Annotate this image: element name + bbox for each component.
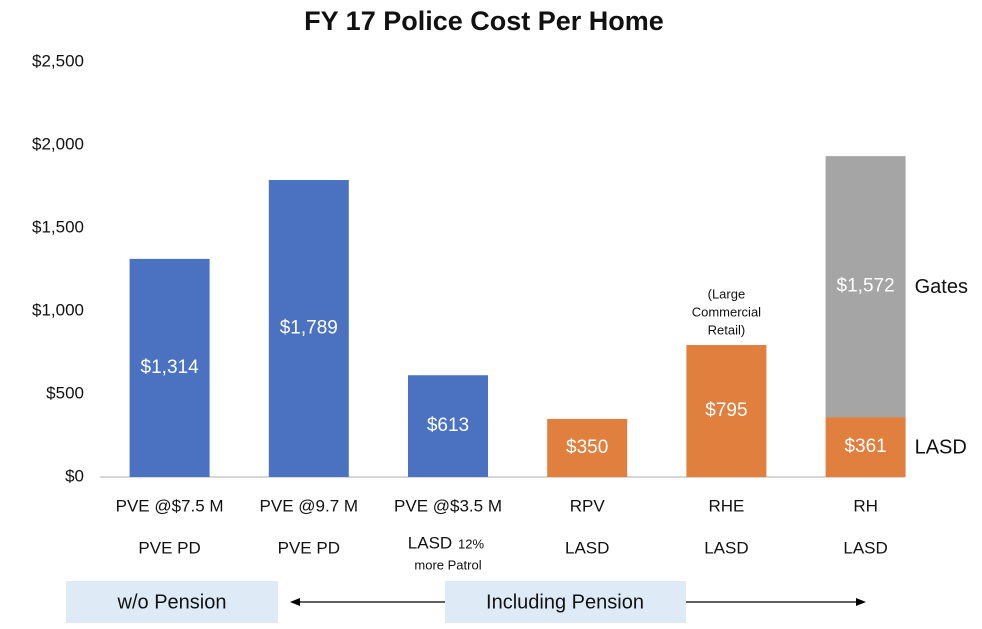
x-sublabel: PVE PD <box>278 538 340 557</box>
x-tick-label: RH <box>853 496 878 515</box>
x-sublabel-note: 12% <box>458 536 484 551</box>
x-tick-label: RPV <box>570 496 606 515</box>
y-tick-label: $0 <box>65 466 84 485</box>
y-tick-label: $2,500 <box>32 51 84 70</box>
x-tick-label: PVE @$7.5 M <box>116 496 224 515</box>
bar <box>825 417 906 477</box>
footer-label: w/o Pension <box>117 591 227 613</box>
series-label: Gates <box>915 276 968 298</box>
bar <box>408 375 488 477</box>
x-sublabel: LASD <box>704 538 748 557</box>
x-tick-label: PVE @$3.5 M <box>394 496 502 515</box>
bar <box>547 418 628 477</box>
bar <box>268 180 349 477</box>
footer-box <box>445 581 686 623</box>
footer-label: Including Pension <box>486 591 644 613</box>
y-tick-label: $2,000 <box>32 134 84 153</box>
x-sublabel: LASD <box>843 538 887 557</box>
annotation: Retail) <box>708 322 746 337</box>
bar <box>686 345 767 477</box>
y-tick-label: $500 <box>46 383 84 402</box>
x-sublabel-note: more Patrol <box>414 557 481 572</box>
value-label: $1,789 <box>280 318 338 339</box>
value-label: $795 <box>705 400 747 421</box>
annotation: (Large <box>708 286 746 301</box>
x-tick-label: RHE <box>708 496 744 515</box>
x-sublabel: LASD <box>565 538 609 557</box>
value-label: $361 <box>844 436 886 457</box>
series-label: LASD <box>915 436 967 458</box>
annotation: Commercial <box>692 304 761 319</box>
arrow-head <box>856 598 866 606</box>
y-tick-label: $1,000 <box>32 300 84 319</box>
footer-box <box>66 581 278 623</box>
arrow-head <box>290 598 300 606</box>
value-label: $1,314 <box>141 357 200 378</box>
x-tick-label: PVE @9.7 M <box>260 496 359 515</box>
bar <box>825 156 906 418</box>
x-sublabel: LASD <box>408 533 452 552</box>
value-label: $613 <box>427 415 469 436</box>
y-tick-label: $1,500 <box>32 217 84 236</box>
chart-title: FY 17 Police Cost Per Home <box>304 6 664 36</box>
bar <box>129 258 210 477</box>
x-sublabel: PVE PD <box>138 538 200 557</box>
value-label: $350 <box>566 437 608 458</box>
value-label: $1,572 <box>837 276 895 297</box>
